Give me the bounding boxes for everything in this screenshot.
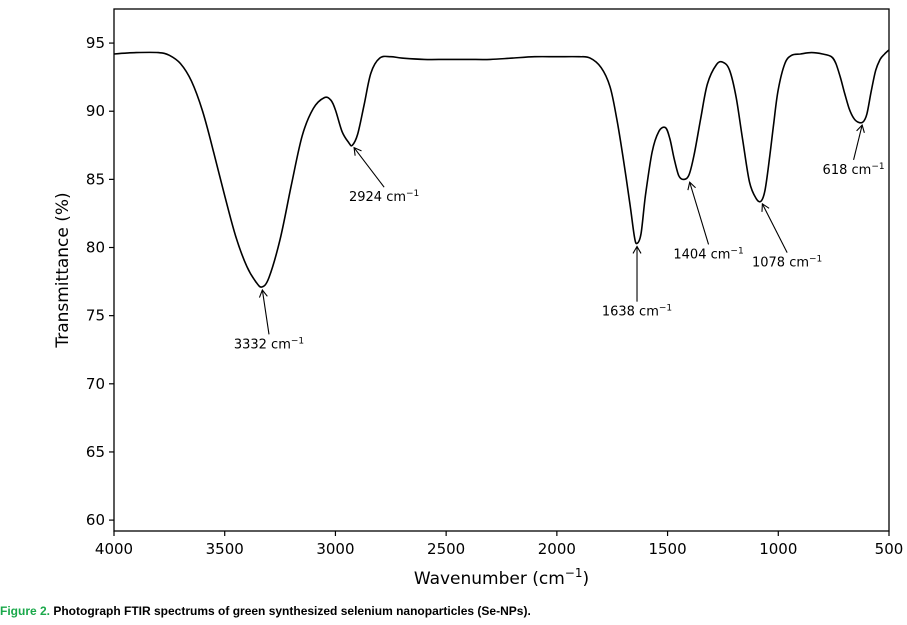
annotation-arrow-line (353, 147, 385, 188)
y-tick-label: 75 (86, 307, 105, 325)
annotation-arrow-line (261, 289, 270, 335)
y-axis-ticks: 60 65 70 75 80 85 90 95 (86, 34, 114, 529)
plot-area-border (113, 8, 890, 532)
y-tick-label: 60 (86, 511, 105, 529)
y-tick-label: 65 (86, 443, 105, 461)
y-tick-label: 90 (86, 102, 105, 120)
annotation-arrow-line (689, 182, 710, 245)
annotation-label: 1404 cm−1 (673, 246, 743, 262)
y-tick-label: 80 (86, 239, 105, 257)
y-tick-label: 70 (86, 375, 105, 393)
annotation-label: 1078 cm−1 (752, 255, 822, 271)
x-axis-ticks: 4000 3500 3000 2500 2000 1500 1000 500 (95, 531, 903, 558)
x-tick-label: 1000 (759, 540, 797, 558)
peak-annotation: 1404 cm−1 (673, 181, 744, 262)
x-tick-label: 3000 (316, 540, 354, 558)
annotation-arrow-head (761, 202, 770, 212)
x-tick-label: 500 (875, 540, 904, 558)
x-tick-label: 1500 (648, 540, 686, 558)
figure-caption: Figure 2. Photograph FTIR spectrums of g… (0, 604, 531, 618)
annotation-arrow-head (353, 146, 362, 156)
annotation-label: 2924 cm−1 (349, 189, 419, 205)
peak-annotation: 1078 cm−1 (752, 202, 822, 271)
peak-annotation: 1638 cm−1 (602, 245, 672, 320)
x-tick-label: 4000 (95, 540, 133, 558)
annotation-arrow-head (632, 245, 642, 254)
peak-annotation: 3332 cm−1 (234, 288, 304, 352)
x-tick-label: 2500 (427, 540, 465, 558)
x-axis-label: Wavenumber (cm−1) (414, 566, 589, 589)
plot-frame (113, 8, 890, 532)
y-tick-label: 95 (86, 34, 105, 52)
y-axis-label: Transmittance (%) (53, 192, 73, 348)
peak-annotation: 2924 cm−1 (349, 146, 419, 205)
peak-annotations: 3332 cm−1 2924 cm−1 1638 cm−1 1404 cm−1 1078… (234, 123, 885, 352)
annotation-arrow-line (853, 124, 863, 161)
peak-annotation: 618 cm−1 (823, 123, 885, 178)
spectrum-line (113, 49, 890, 288)
annotation-arrow-line (761, 203, 788, 253)
caption-text: Photograph FTIR spectrums of green synth… (50, 604, 531, 618)
annotation-label: 3332 cm−1 (234, 336, 304, 352)
annotation-arrow-head (856, 123, 865, 133)
y-tick-label: 85 (86, 170, 105, 188)
x-tick-label: 3500 (206, 540, 244, 558)
spectrum-series (113, 49, 890, 288)
annotation-arrow-head (687, 181, 696, 191)
annotation-label: 1638 cm−1 (602, 304, 672, 320)
figure-label: Figure 2. (0, 604, 51, 618)
annotation-arrow-head (258, 288, 268, 298)
x-tick-label: 2000 (538, 540, 576, 558)
annotation-label: 618 cm−1 (823, 162, 885, 178)
ftir-chart: 4000 3500 3000 2500 2000 1500 1000 500 60 65 70 75… (53, 8, 903, 589)
